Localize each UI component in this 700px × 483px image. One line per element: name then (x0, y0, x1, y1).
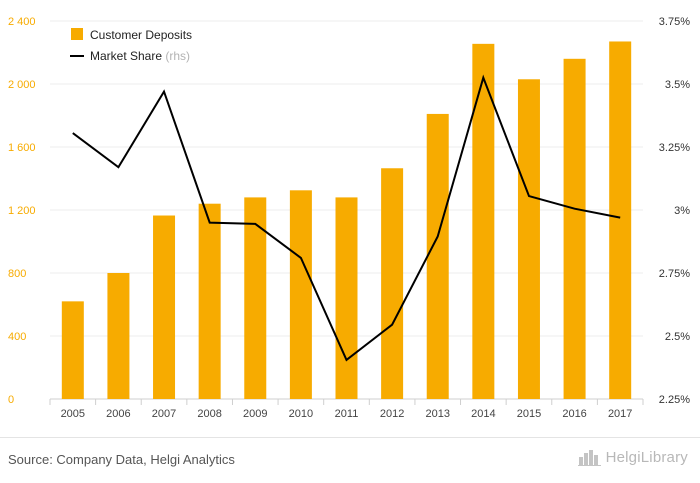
legend-label-market-share: Market Share (rhs) (90, 49, 190, 63)
left-tick-label: 2 400 (8, 16, 36, 28)
x-tick-label: 2012 (380, 408, 404, 420)
x-tick-label: 2017 (608, 408, 632, 420)
bar-2005 (61, 301, 84, 399)
left-tick-label: 2 000 (8, 79, 36, 91)
x-tick-label: 2009 (243, 408, 267, 420)
x-tick-label: 2007 (152, 408, 176, 420)
x-tick-label: 2011 (335, 408, 359, 420)
left-tick-label: 1 600 (8, 142, 36, 154)
bar-2010 (289, 190, 312, 399)
source-note: Source: Company Data, Helgi Analytics (8, 452, 235, 467)
market-share-series-line (72, 74, 621, 362)
bar-2006 (107, 273, 130, 399)
left-axis-labels: 0 400 800 1 200 1 600 2 000 2 400 (8, 16, 36, 406)
right-tick-label: 3% (674, 205, 690, 217)
x-tick-label: 2005 (61, 408, 85, 420)
x-tick-label: 2010 (289, 408, 313, 420)
x-tick-label: 2016 (562, 408, 586, 420)
left-tick-label: 400 (8, 331, 26, 343)
bar-2017 (609, 41, 632, 399)
footer-divider (0, 437, 700, 438)
combo-chart: 0 400 800 1 200 1 600 2 000 2 400 2.25% 2.5% 2.7… (8, 16, 690, 420)
legend: Customer Deposits Market Share (rhs) (70, 28, 192, 63)
bar-2013 (426, 113, 449, 400)
right-tick-label: 2.5% (665, 331, 690, 343)
x-tick-label: 2008 (197, 408, 221, 420)
legend-swatch-customer-deposits (71, 28, 83, 40)
bar-2015 (517, 79, 540, 400)
logo-text: HelgiLibrary (605, 448, 688, 466)
right-tick-label: 3.75% (659, 16, 690, 28)
bar-2014 (472, 43, 495, 400)
right-tick-label: 2.75% (659, 268, 690, 280)
legend-rhs-note: (rhs) (165, 49, 190, 63)
x-tick-label: 2006 (106, 408, 130, 420)
deposit-bars (61, 41, 632, 400)
right-tick-label: 3.5% (665, 79, 690, 91)
x-axis: 2005 2006 2007 2008 2009 2010 2011 2012 2013 2014… (49, 399, 644, 420)
legend-label-customer-deposits: Customer Deposits (90, 28, 192, 42)
bar-2016 (563, 58, 586, 400)
city-skyline-icon (577, 450, 601, 466)
bar-2012 (381, 168, 404, 399)
x-tick-label: 2013 (425, 408, 449, 420)
left-tick-label: 800 (8, 268, 26, 280)
x-tick-label: 2014 (471, 408, 495, 420)
x-tick-label: 2015 (517, 408, 541, 420)
bar-2011 (335, 197, 358, 399)
left-tick-label: 1 200 (8, 205, 36, 217)
left-tick-label: 0 (8, 394, 14, 406)
right-tick-label: 2.25% (659, 394, 690, 406)
helgi-library-logo[interactable]: HelgiLibrary (577, 448, 688, 466)
right-tick-label: 3.25% (659, 142, 690, 154)
bar-2008 (198, 203, 221, 399)
bar-2007 (153, 215, 176, 399)
market-share-line (72, 74, 621, 362)
bar-2009 (244, 197, 267, 399)
right-axis-labels: 2.25% 2.5% 2.75% 3% 3.25% 3.5% 3.75% (659, 16, 690, 406)
